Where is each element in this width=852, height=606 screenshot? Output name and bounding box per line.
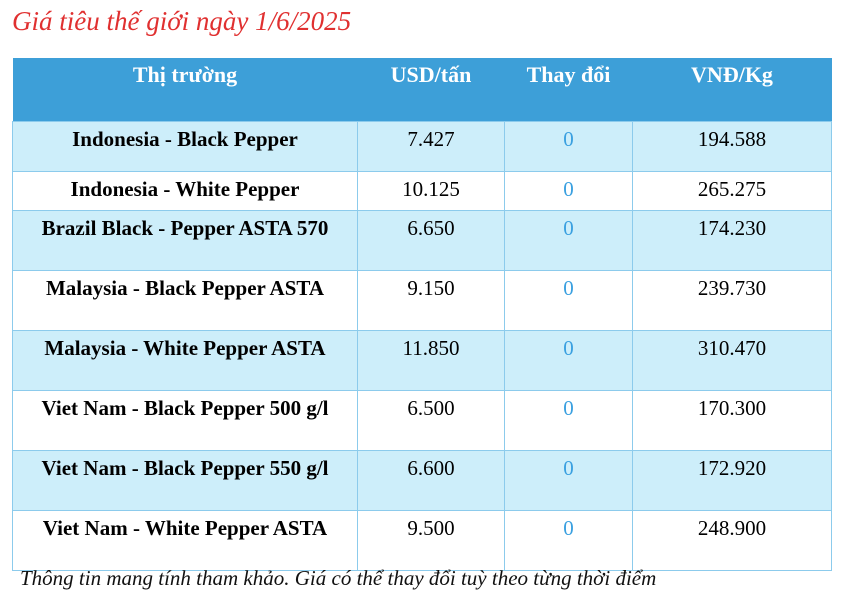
change-cell: 0 [504, 270, 633, 331]
header-usd: USD/tấn [357, 58, 505, 122]
usd-cell: 6.600 [357, 450, 505, 511]
usd-cell: 9.500 [357, 510, 505, 571]
vnd-cell: 248.900 [632, 510, 832, 571]
vnd-cell: 310.470 [632, 330, 832, 391]
page-title: Giá tiêu thế giới ngày 1/6/2025 [12, 6, 352, 36]
header-market: Thị trường [12, 58, 358, 122]
market-cell: Viet Nam - Black Pepper 500 g/l [12, 390, 358, 451]
table-row: Brazil Black - Pepper ASTA 570 6.650 0 174.… [12, 210, 832, 271]
table-row: Viet Nam - Black Pepper 500 g/l 6.500 0 170… [12, 390, 832, 451]
change-cell: 0 [504, 510, 633, 571]
change-cell: 0 [504, 210, 633, 271]
table-row: Malaysia - White Pepper ASTA 11.850 0 310.4… [12, 330, 832, 391]
table-header: Thị trường USD/tấn Thay đổi VNĐ/Kg [12, 58, 832, 122]
market-cell: Brazil Black - Pepper ASTA 570 [12, 210, 358, 271]
change-cell: 0 [504, 450, 633, 511]
usd-cell: 9.150 [357, 270, 505, 331]
usd-cell: 6.650 [357, 210, 505, 271]
market-cell: Malaysia - Black Pepper ASTA [12, 270, 358, 331]
table-row: Malaysia - Black Pepper ASTA 9.150 0 239.73… [12, 270, 832, 331]
table-row: Indonesia - White Pepper 10.125 0 265.275 [12, 171, 832, 211]
usd-cell: 10.125 [357, 171, 505, 211]
market-cell: Indonesia - Black Pepper [12, 121, 358, 172]
vnd-cell: 194.588 [632, 121, 832, 172]
table-row: Indonesia - Black Pepper 7.427 0 194.588 [12, 121, 832, 172]
header-change: Thay đổi [504, 58, 633, 122]
vnd-cell: 239.730 [632, 270, 832, 331]
change-cell: 0 [504, 121, 633, 172]
footer-note: Thông tin mang tính tham khảo. Giá có th… [20, 566, 657, 590]
market-cell: Malaysia - White Pepper ASTA [12, 330, 358, 391]
pepper-price-table: Thị trường USD/tấn Thay đổi VNĐ/Kg Indon… [12, 58, 832, 571]
vnd-cell: 170.300 [632, 390, 832, 451]
usd-cell: 7.427 [357, 121, 505, 172]
usd-cell: 11.850 [357, 330, 505, 391]
market-cell: Viet Nam - White Pepper ASTA [12, 510, 358, 571]
market-cell: Indonesia - White Pepper [12, 171, 358, 211]
header-vnd: VNĐ/Kg [632, 58, 832, 122]
change-cell: 0 [504, 171, 633, 211]
change-cell: 0 [504, 330, 633, 391]
usd-cell: 6.500 [357, 390, 505, 451]
vnd-cell: 265.275 [632, 171, 832, 211]
change-cell: 0 [504, 390, 633, 451]
table-row: Viet Nam - White Pepper ASTA 9.500 0 248.90… [12, 510, 832, 571]
market-cell: Viet Nam - Black Pepper 550 g/l [12, 450, 358, 511]
vnd-cell: 172.920 [632, 450, 832, 511]
table-row: Viet Nam - Black Pepper 550 g/l 6.600 0 172… [12, 450, 832, 511]
vnd-cell: 174.230 [632, 210, 832, 271]
